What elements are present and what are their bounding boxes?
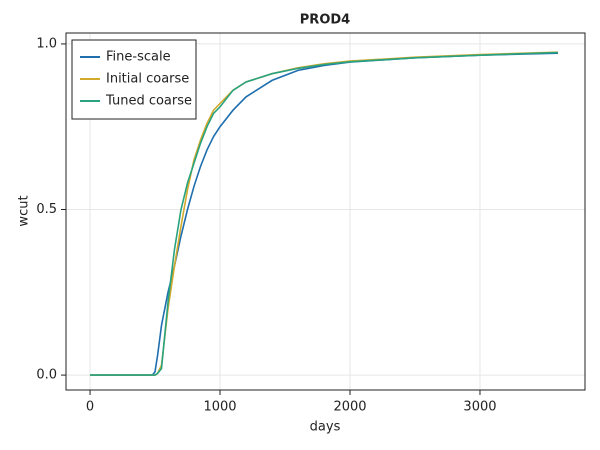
chart-title: PROD4 bbox=[300, 13, 350, 28]
line bbox=[90, 52, 559, 376]
y-tick-label: 1.0 bbox=[36, 36, 57, 51]
legend-label: Initial coarse bbox=[106, 72, 189, 87]
x-tick-label: 0 bbox=[86, 400, 94, 415]
x-tick-label: 3000 bbox=[463, 400, 496, 415]
y-tick-label: 0.5 bbox=[36, 202, 57, 217]
y-tick-label: 0.0 bbox=[36, 368, 57, 383]
legend-label: Fine-scale bbox=[106, 50, 171, 65]
line bbox=[90, 51, 559, 376]
x-tick-label: 2000 bbox=[333, 400, 366, 415]
y-axis-label: wcut bbox=[17, 195, 32, 226]
legend-label: Tuned coarse bbox=[105, 94, 192, 109]
x-axis-label: days bbox=[310, 420, 341, 435]
x-tick-label: 1000 bbox=[203, 400, 236, 415]
plot-frame bbox=[65, 32, 586, 391]
